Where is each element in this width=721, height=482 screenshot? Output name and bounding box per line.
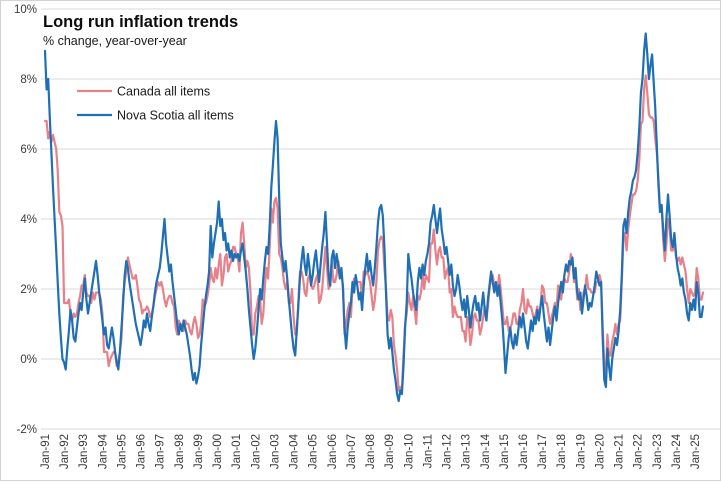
x-tick-label: Jan-19 (575, 434, 587, 469)
chart-title: Long run inflation trends (43, 13, 238, 31)
data-series (43, 32, 705, 403)
x-tick-label: Jan-12 (442, 434, 454, 469)
y-tick-label: 2% (20, 284, 37, 296)
x-tick-label: Jan-99 (193, 434, 205, 469)
x-tick-label: Jan-98 (174, 434, 186, 469)
x-tick-label: Jan-01 (231, 434, 243, 469)
x-tick-label: Jan-97 (155, 434, 167, 469)
x-tick-label: Jan-91 (40, 434, 52, 469)
x-tick-label: Jan-22 (633, 434, 645, 469)
x-tick-label: Jan-07 (346, 434, 358, 469)
x-tick-label: Jan-04 (289, 433, 301, 469)
x-tick-label: Jan-05 (308, 434, 320, 469)
y-tick-label: 8% (20, 74, 37, 86)
chart-subtitle: % change, year-over-year (43, 34, 187, 48)
x-tick-label: Jan-06 (327, 434, 339, 469)
x-tick-label: Jan-17 (537, 434, 549, 469)
x-tick-label: Jan-02 (250, 434, 262, 469)
legend-label-nova-scotia: Nova Scotia all items (117, 109, 234, 123)
x-tick-label: Jan-11 (422, 434, 434, 468)
x-tick-label: Jan-13 (461, 434, 473, 469)
series-line-nova-scotia-all-items (43, 32, 705, 403)
y-tick-label: 6% (20, 144, 37, 156)
series-line-canada-all-items (43, 74, 705, 392)
y-tick-label: -2% (17, 424, 37, 436)
x-tick-label: Jan-92 (59, 434, 71, 469)
x-tick-label: Jan-95 (116, 434, 128, 469)
x-tick-label: Jan-08 (365, 434, 377, 469)
y-axis-labels: 10% 8% 6% 4% 2% 0% -2% (14, 4, 37, 436)
x-tick-label: Jan-16 (518, 434, 530, 469)
x-tick-label: Jan-15 (499, 434, 511, 469)
x-tick-label: Jan-24 (671, 433, 683, 469)
x-tick-label: Jan-96 (136, 434, 148, 469)
legend-label-canada: Canada all items (117, 85, 210, 99)
x-tick-label: Jan-25 (690, 434, 702, 469)
x-tick-label: Jan-03 (269, 434, 281, 469)
x-tick-label: Jan-21 (614, 434, 626, 469)
x-tick-label: Jan-18 (556, 434, 568, 469)
legend: Canada all items Nova Scotia all items (77, 85, 234, 123)
x-tick-label: Jan-23 (652, 434, 664, 469)
y-tick-label: 10% (14, 4, 37, 16)
x-tick-label: Jan-00 (212, 434, 224, 469)
x-tick-label: Jan-09 (384, 434, 396, 469)
x-tick-label: Jan-10 (403, 434, 415, 469)
x-axis-labels: Jan-91 Jan-92 Jan-93 Jan-94 Jan-95 Jan-96 Jan-… (40, 433, 702, 469)
x-tick-label: Jan-94 (97, 433, 109, 469)
y-tick-label: 4% (20, 214, 37, 226)
x-tick-label: Jan-20 (594, 434, 606, 469)
x-tick-label: Jan-14 (480, 433, 492, 469)
gridlines (41, 8, 720, 430)
y-tick-label: 0% (20, 354, 37, 366)
x-tick-label: Jan-93 (78, 434, 90, 469)
